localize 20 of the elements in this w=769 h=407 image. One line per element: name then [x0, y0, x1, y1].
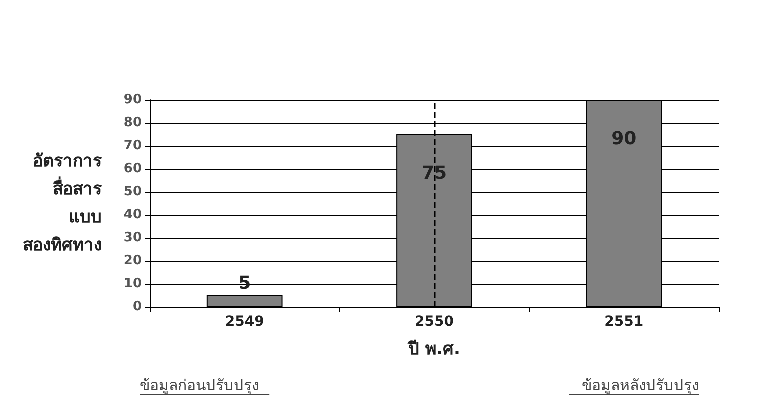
x-tick-label: 2550	[415, 314, 454, 330]
y-tick-label: 10	[124, 276, 142, 292]
y-tick-label: 60	[124, 162, 142, 176]
text: ข้อมูลก่อนปรับปรุง	[140, 376, 259, 396]
y-tick-label: 30	[124, 230, 142, 246]
y-tick-label: 40	[124, 208, 142, 222]
y-tick-label: 50	[124, 184, 142, 200]
y-tick-label: 0	[132, 300, 142, 314]
y-tick-label: 70	[124, 138, 142, 154]
x-axis-title: ปี พ.ศ.	[408, 338, 460, 360]
x-tick-label: 2549	[225, 314, 264, 330]
x-tick-label: 2551	[604, 314, 644, 330]
y-tick-label: 80	[124, 116, 142, 130]
y-axis-title: อัตราการ สื่อสาร แบบ สองทิศทาง	[23, 152, 103, 256]
data-label: 75	[422, 163, 448, 184]
y-tick-label: 90	[124, 92, 142, 108]
bar	[206, 296, 283, 307]
data-label: 90	[612, 128, 637, 150]
y-tick-label: 20	[124, 254, 142, 268]
text: ข้อมูลหลังปรับปรุง	[582, 376, 699, 396]
